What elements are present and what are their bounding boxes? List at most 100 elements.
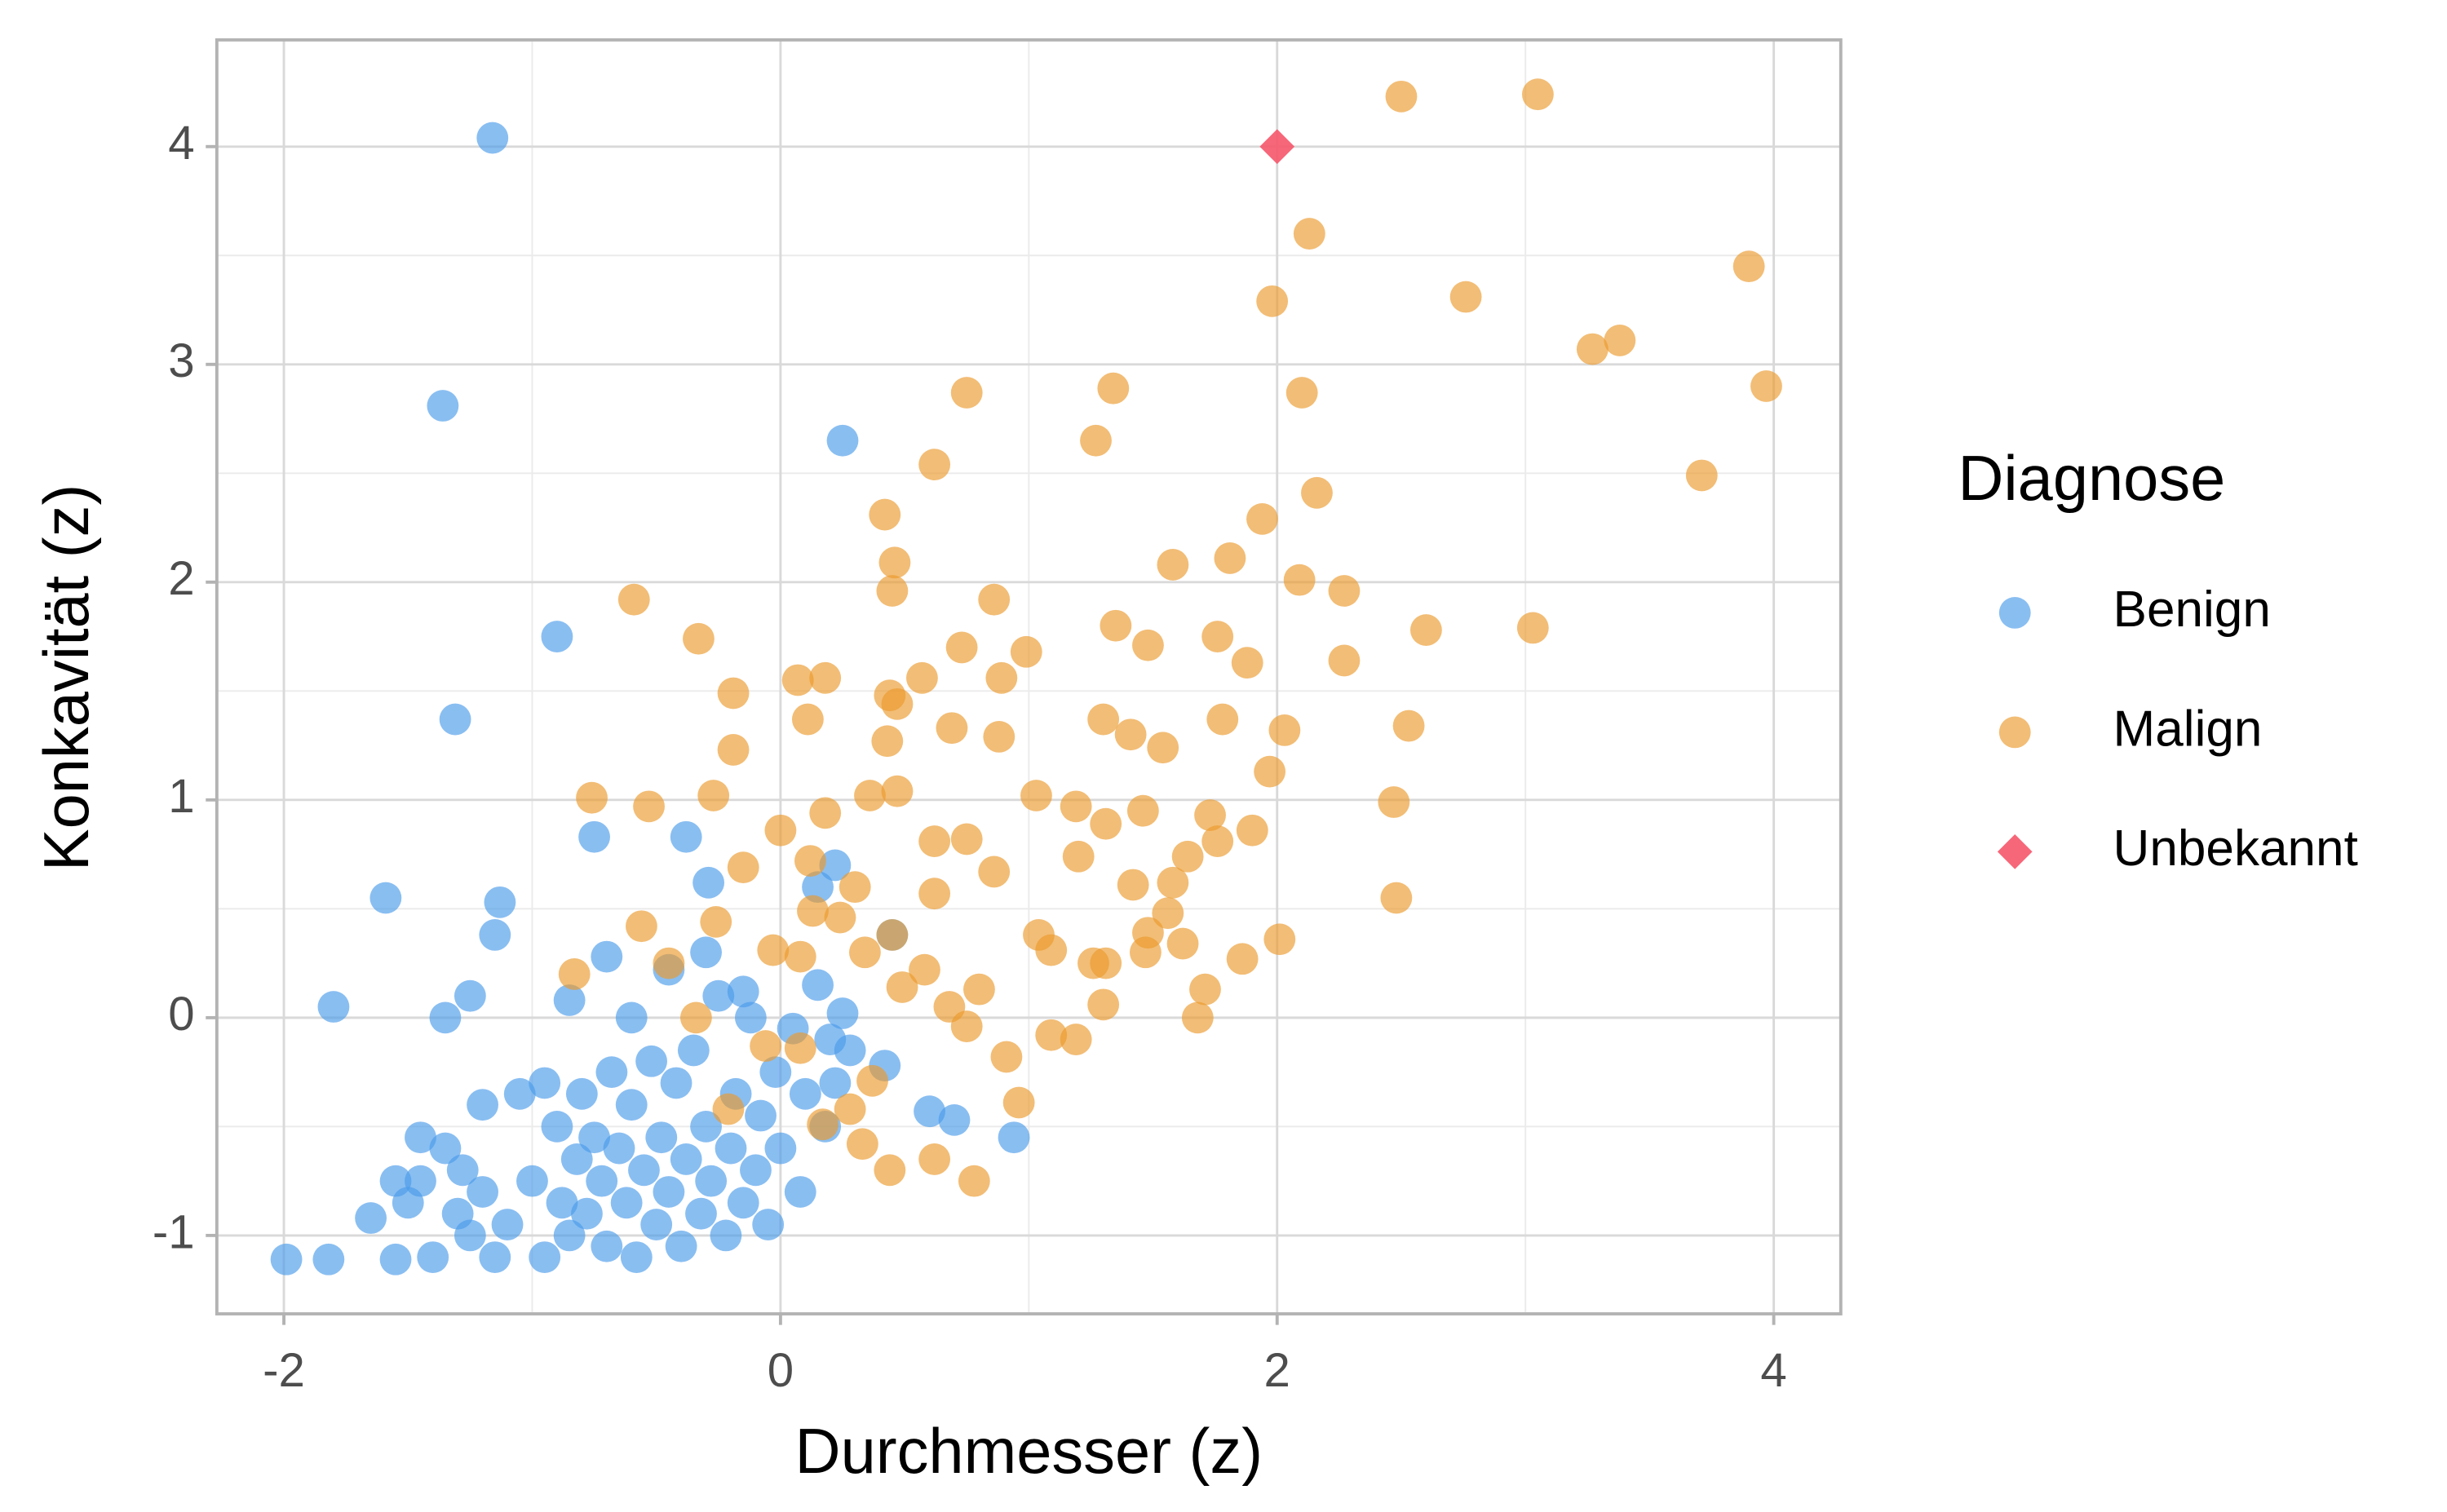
point bbox=[876, 918, 909, 951]
point bbox=[1201, 825, 1234, 857]
point bbox=[1259, 129, 1295, 165]
point bbox=[1732, 250, 1765, 283]
point bbox=[1206, 703, 1239, 736]
point bbox=[876, 575, 909, 607]
point bbox=[1062, 840, 1095, 873]
y-tick-label: 2 bbox=[168, 552, 194, 605]
point bbox=[529, 1241, 561, 1274]
point bbox=[558, 958, 591, 990]
point bbox=[312, 1243, 345, 1275]
point bbox=[797, 895, 829, 927]
point bbox=[690, 936, 722, 969]
point bbox=[802, 969, 834, 1001]
point bbox=[1283, 564, 1316, 596]
point bbox=[640, 1209, 673, 1240]
point bbox=[784, 1176, 816, 1208]
point bbox=[683, 622, 715, 655]
point bbox=[1409, 614, 1442, 646]
point bbox=[918, 825, 951, 857]
point bbox=[1268, 714, 1301, 746]
point bbox=[1080, 424, 1112, 457]
legend: Benign Malign Unbekannt bbox=[1997, 581, 2358, 877]
point bbox=[503, 1077, 536, 1110]
point bbox=[379, 1243, 412, 1275]
point bbox=[1087, 703, 1120, 736]
point bbox=[697, 780, 730, 811]
point bbox=[717, 734, 750, 766]
point bbox=[950, 377, 983, 409]
point bbox=[1097, 372, 1130, 405]
point bbox=[1010, 635, 1042, 668]
point bbox=[909, 953, 940, 986]
point bbox=[670, 1143, 702, 1175]
point bbox=[784, 940, 816, 973]
point bbox=[1035, 1019, 1068, 1051]
point bbox=[914, 1095, 945, 1128]
point bbox=[405, 1121, 436, 1154]
point bbox=[918, 449, 951, 481]
point bbox=[1385, 80, 1418, 113]
point bbox=[695, 1165, 728, 1197]
point bbox=[950, 1010, 983, 1042]
point bbox=[938, 1103, 971, 1136]
point bbox=[610, 1187, 643, 1219]
point bbox=[1132, 917, 1164, 949]
panel-border bbox=[215, 38, 1843, 1315]
point bbox=[1171, 840, 1204, 873]
point bbox=[615, 1089, 648, 1121]
point bbox=[834, 1034, 866, 1067]
point bbox=[653, 1176, 685, 1208]
point bbox=[869, 498, 901, 531]
point bbox=[690, 1110, 722, 1143]
point bbox=[1132, 629, 1164, 661]
point bbox=[670, 820, 702, 853]
point bbox=[429, 1001, 462, 1034]
point bbox=[856, 1064, 888, 1097]
point bbox=[1060, 1023, 1092, 1055]
point bbox=[846, 1128, 878, 1161]
point bbox=[745, 1099, 777, 1132]
point bbox=[1077, 947, 1109, 979]
point bbox=[717, 677, 750, 710]
point bbox=[1090, 807, 1122, 840]
point bbox=[553, 1219, 586, 1252]
point bbox=[1236, 814, 1268, 847]
point bbox=[578, 820, 610, 853]
point bbox=[1256, 285, 1289, 317]
point bbox=[712, 1093, 745, 1125]
point bbox=[936, 712, 968, 745]
point bbox=[809, 661, 842, 694]
point bbox=[985, 661, 1018, 694]
point bbox=[578, 1121, 610, 1154]
point bbox=[1254, 755, 1286, 788]
point bbox=[750, 1030, 782, 1062]
point bbox=[945, 631, 978, 664]
point bbox=[1231, 647, 1263, 679]
y-axis-title: Konkavität (z) bbox=[32, 484, 102, 871]
point bbox=[628, 1154, 660, 1187]
point bbox=[802, 871, 834, 904]
x-tick-label: 0 bbox=[768, 1344, 794, 1397]
point bbox=[978, 855, 1011, 888]
point bbox=[906, 661, 938, 694]
point bbox=[848, 936, 881, 969]
point bbox=[764, 1132, 797, 1165]
point bbox=[1117, 869, 1149, 901]
point bbox=[479, 918, 511, 951]
point bbox=[603, 1132, 635, 1165]
point bbox=[541, 1110, 573, 1143]
point bbox=[1576, 333, 1608, 365]
point bbox=[653, 947, 685, 979]
point bbox=[918, 1143, 951, 1175]
point bbox=[591, 1230, 623, 1262]
point bbox=[789, 1077, 821, 1110]
point bbox=[379, 1165, 412, 1197]
point bbox=[1114, 718, 1147, 751]
point bbox=[467, 1089, 498, 1121]
x-tick-label: 4 bbox=[1760, 1344, 1786, 1397]
point bbox=[685, 1197, 717, 1230]
point bbox=[819, 1067, 852, 1099]
point bbox=[679, 1001, 712, 1034]
point bbox=[529, 1067, 561, 1099]
